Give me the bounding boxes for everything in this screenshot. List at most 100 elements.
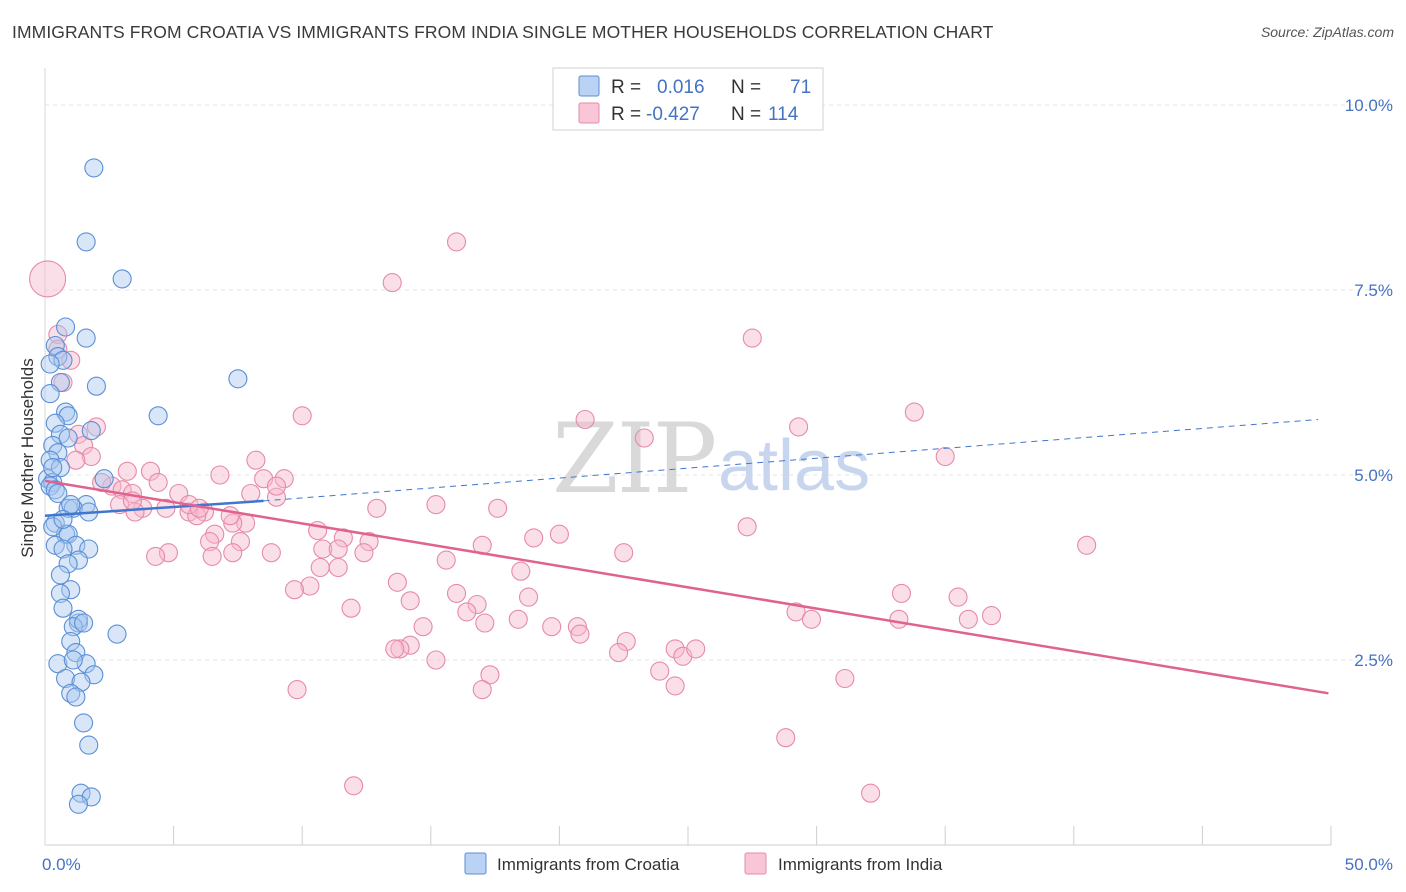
india-point [446, 232, 467, 252]
croatia-point [84, 158, 104, 178]
croatia-point [74, 613, 94, 633]
y-tick-label: 10.0% [1345, 96, 1393, 115]
croatia-point [107, 624, 127, 644]
croatia-trend-line [44, 499, 264, 517]
india-point [542, 617, 562, 637]
india-trend-line [44, 479, 1329, 695]
croatia-point [76, 232, 96, 252]
legend-r-value-croatia: 0.016 [657, 77, 705, 98]
croatia-points [38, 158, 248, 814]
india-point [549, 524, 569, 544]
x-tick-labels: 0.0% 50.0% [42, 855, 1393, 874]
india-point [737, 517, 757, 537]
india-point [742, 328, 762, 348]
india-point [284, 580, 305, 600]
india-point [614, 543, 634, 563]
india-point [480, 665, 500, 685]
gridlines [45, 104, 1391, 661]
india-point [518, 587, 539, 607]
india-point [266, 487, 287, 507]
legend-r-label-croatia: R = [611, 77, 641, 98]
legend-swatch-croatia [578, 75, 600, 97]
croatia-point [79, 735, 99, 755]
croatia-point [50, 583, 70, 603]
india-point [223, 543, 243, 563]
india-point [300, 576, 320, 596]
legend-n-label-india: N = [731, 104, 761, 125]
india-point [354, 543, 374, 563]
croatia-point [40, 450, 60, 470]
india-point [981, 606, 1002, 626]
india-point [570, 624, 590, 644]
x-axis [44, 826, 1332, 846]
croatia-point [43, 458, 63, 478]
croatia-point [76, 328, 96, 348]
croatia-point [148, 406, 168, 426]
croatia-point [68, 550, 88, 570]
legend-n-value-india: 114 [768, 104, 799, 125]
legend-swatch-india [578, 102, 600, 124]
x-tick-label: 50.0% [1345, 855, 1393, 874]
india-point [575, 409, 595, 430]
india-point [200, 532, 220, 552]
croatia-point [86, 376, 106, 396]
croatia-point [81, 421, 101, 441]
croatia-point [56, 668, 76, 689]
y-tick-label: 5.0% [1354, 466, 1393, 485]
india-point [634, 428, 654, 448]
india-point [333, 528, 353, 548]
india-point [48, 339, 68, 359]
india-point [230, 532, 251, 552]
croatia-point [68, 794, 88, 814]
india-point [66, 450, 86, 470]
croatia-point [50, 458, 70, 478]
y-tick-labels: 2.5% 5.0% 7.5% 10.0% [1345, 96, 1393, 670]
croatia-point [112, 269, 132, 289]
india-point [117, 461, 137, 481]
india-point [241, 483, 261, 504]
india-point [567, 617, 587, 637]
india-point [367, 498, 387, 518]
india-point [390, 639, 410, 659]
croatia-point [53, 350, 73, 370]
correlation-legend: R = 0.016 N = 71 R = -0.427 N = 114 [552, 67, 824, 131]
india-point [400, 635, 420, 655]
india-point [511, 561, 531, 581]
legend-n-label-croatia: N = [731, 77, 761, 98]
india-point [457, 602, 477, 622]
india-point [609, 643, 629, 663]
croatia-point [66, 535, 86, 555]
croatia-point [66, 687, 86, 707]
india-point [140, 461, 161, 481]
india-point [29, 260, 67, 298]
india-point [125, 502, 145, 522]
source-label: Source: ZipAtlas.com [1260, 24, 1394, 40]
india-point [387, 572, 407, 592]
india-point [287, 680, 307, 700]
india-point [776, 728, 796, 748]
india-point [891, 583, 912, 603]
india-point [904, 402, 924, 422]
croatia-point [63, 617, 83, 637]
india-point [48, 324, 68, 344]
croatia-point [94, 469, 114, 489]
croatia-point [71, 783, 91, 803]
india-point [274, 469, 294, 489]
croatia-point [53, 539, 73, 559]
india-point [413, 617, 433, 637]
croatia-point [56, 317, 76, 337]
croatia-point [40, 384, 60, 404]
india-point [650, 661, 670, 681]
chart-title: IMMIGRANTS FROM CROATIA VS IMMIGRANTS FR… [12, 22, 994, 42]
india-point [292, 406, 312, 426]
india-points [29, 232, 1097, 803]
india-point [382, 273, 402, 293]
india-point [310, 557, 330, 578]
india-point [426, 495, 446, 515]
watermark: ZIP atlas [552, 403, 870, 515]
india-point [861, 783, 881, 803]
india-point [446, 583, 467, 603]
x-axis-ticks [44, 826, 1332, 845]
legend-r-label-india: R = [611, 104, 641, 125]
